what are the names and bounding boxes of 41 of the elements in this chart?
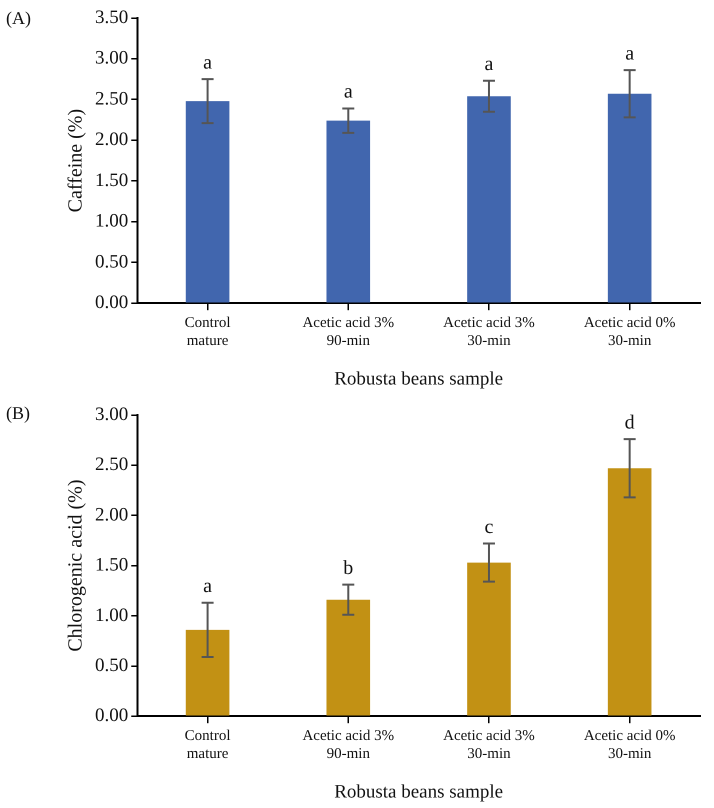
chart-title: (B)	[6, 403, 30, 424]
y-tick-label: 2.00	[95, 504, 128, 526]
y-tick-label: 0.50	[95, 251, 128, 272]
annotation: a	[344, 80, 353, 103]
y-tick-label: 2.00	[95, 129, 128, 150]
x-tick-label: Acetic acid 3% 90-min	[302, 728, 394, 762]
bar	[186, 630, 230, 716]
y-axis-title: Caffeine (%)	[64, 108, 86, 212]
x-tick-label: Acetic acid 0% 30-min	[584, 315, 676, 350]
x-tick-label: Control mature	[184, 315, 231, 350]
annotation: d	[624, 411, 635, 434]
y-tick-label: 1.00	[95, 604, 128, 626]
x-tick-label: Acetic acid 3% 30-min	[443, 728, 535, 762]
y-tick-label: 1.50	[95, 170, 128, 191]
y-tick-label: 2.50	[95, 454, 128, 476]
y-tick-label: 1.50	[95, 554, 128, 576]
y-tick-label: 0.00	[95, 705, 128, 726]
y-tick-label: 0.50	[95, 654, 128, 676]
y-tick-label: 0.00	[95, 292, 128, 314]
x-axis-title: Robusta beans sample	[334, 368, 504, 390]
x-tick-label: Acetic acid 0% 30-min	[584, 728, 676, 762]
x-tick-label: Control mature	[184, 728, 231, 762]
y-axis-title: Chlorogenic acid (%)	[64, 480, 86, 652]
x-tick-label: Acetic acid 3% 90-min	[302, 315, 394, 350]
annotation: b	[343, 556, 354, 579]
y-tick-label: 3.00	[95, 404, 128, 425]
y-tick-label: 3.00	[95, 48, 128, 69]
x-tick-label: Acetic acid 3% 30-min	[443, 315, 535, 350]
annotation: a	[484, 52, 494, 75]
y-tick-label: 1.00	[95, 210, 128, 232]
annotation: a	[625, 42, 634, 64]
annotation: c	[484, 516, 494, 538]
bar	[608, 468, 652, 716]
bar	[326, 600, 370, 716]
annotation: a	[203, 51, 212, 74]
chart-title: (A)	[6, 8, 31, 29]
y-tick-label: 3.50	[95, 6, 128, 28]
y-tick-label: 2.50	[95, 88, 128, 110]
x-axis-title: Robusta beans sample	[334, 782, 504, 803]
bar	[467, 562, 511, 716]
annotation: a	[203, 575, 212, 597]
